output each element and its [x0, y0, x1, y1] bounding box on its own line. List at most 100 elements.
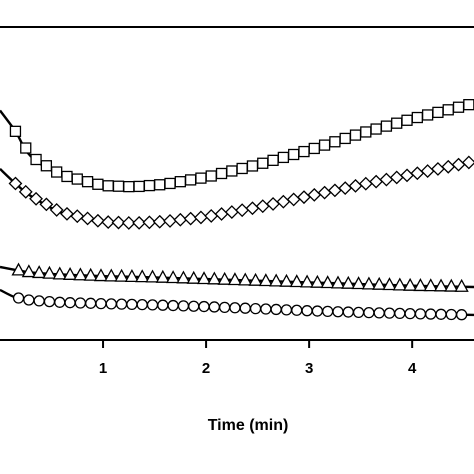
marker-square: [391, 117, 403, 129]
marker-circle: [425, 308, 437, 320]
marker-diamond: [307, 187, 322, 202]
marker-diamond: [389, 170, 404, 185]
marker-circle: [85, 297, 97, 309]
marker-square: [102, 180, 114, 192]
marker-triangle: [423, 278, 438, 292]
marker-triangle: [196, 271, 212, 285]
marker-circle: [95, 297, 107, 310]
marker-triangle: [351, 276, 366, 290]
marker-diamond: [297, 190, 311, 205]
marker-diamond: [29, 191, 43, 206]
marker-triangle: [238, 272, 253, 286]
marker-square: [236, 162, 248, 175]
marker-diamond: [142, 215, 157, 230]
marker-circle: [115, 298, 128, 310]
x-axis-title: Time (min): [208, 417, 289, 434]
marker-triangle: [433, 278, 449, 292]
marker-square: [267, 154, 279, 166]
marker-square: [421, 109, 434, 121]
x-tick-label: 3: [305, 360, 313, 377]
marker-circle: [198, 300, 210, 313]
marker-diamond: [194, 210, 208, 225]
marker-triangle: [42, 265, 57, 279]
marker-triangle: [444, 278, 459, 292]
marker-square: [81, 176, 94, 188]
marker-diamond: [255, 199, 270, 214]
marker-triangle: [186, 270, 201, 284]
marker-triangle: [114, 268, 129, 282]
marker-triangle: [248, 272, 263, 286]
marker-square: [184, 174, 197, 186]
marker-triangle: [155, 269, 170, 283]
x-axis-ticks: 1 2 3 4: [99, 340, 417, 377]
marker-diamond: [369, 174, 384, 189]
marker-circle: [363, 307, 375, 319]
marker-circle: [23, 294, 35, 306]
marker-diamond: [358, 176, 373, 191]
marker-triangle: [403, 277, 418, 291]
marker-triangle: [258, 273, 273, 287]
marker-diamond: [327, 183, 342, 198]
marker-square: [401, 114, 413, 126]
marker-triangle: [361, 276, 376, 290]
marker-circle: [218, 301, 231, 314]
marker-diamond: [400, 168, 414, 183]
marker-square: [432, 106, 444, 119]
marker-triangle: [279, 273, 294, 287]
marker-square: [298, 145, 310, 158]
marker-circle: [332, 306, 344, 318]
marker-square: [318, 139, 331, 151]
marker-diamond: [183, 211, 198, 226]
marker-diamond: [39, 197, 54, 212]
marker-diamond: [121, 216, 136, 230]
marker-square: [9, 125, 22, 137]
marker-circle: [301, 305, 313, 317]
marker-triangle: [52, 266, 67, 280]
marker-square: [71, 173, 83, 185]
marker-diamond: [111, 215, 126, 230]
marker-circle: [445, 308, 457, 321]
marker-diamond: [80, 211, 95, 226]
marker-diamond: [152, 214, 167, 229]
marker-diamond: [18, 184, 33, 199]
marker-circle: [404, 308, 416, 320]
marker-diamond: [224, 205, 239, 220]
marker-square: [411, 111, 423, 124]
marker-diamond: [431, 162, 445, 176]
marker-square: [329, 136, 341, 148]
marker-triangle: [145, 269, 160, 283]
marker-diamond: [286, 192, 301, 207]
marker-triangle: [62, 266, 78, 280]
marker-diamond: [163, 213, 177, 228]
marker-circle: [208, 301, 220, 313]
marker-circle: [188, 300, 200, 312]
marker-triangle: [269, 273, 284, 287]
marker-diamond: [173, 212, 188, 227]
marker-diamond: [245, 201, 260, 216]
marker-square: [215, 167, 228, 180]
marker-diamond: [70, 209, 85, 224]
x-tick-label: 2: [202, 360, 210, 377]
marker-circle: [136, 298, 148, 311]
marker-circle: [291, 304, 303, 316]
marker-circle: [414, 308, 427, 320]
marker-triangle: [124, 268, 139, 282]
marker-circle: [229, 302, 241, 314]
marker-circle: [157, 299, 169, 311]
marker-circle: [455, 309, 468, 321]
marker-circle: [373, 307, 385, 319]
marker-square: [308, 142, 320, 155]
marker-circle: [74, 297, 87, 309]
marker-circle: [239, 302, 251, 314]
marker-circle: [342, 306, 354, 318]
marker-square: [442, 104, 454, 116]
marker-triangle: [166, 270, 181, 284]
marker-diamond: [451, 157, 466, 172]
marker-diamond: [420, 164, 435, 179]
marker-circle: [383, 307, 396, 319]
marker-circle: [33, 295, 45, 307]
marker-triangle: [382, 277, 397, 291]
marker-diamond: [379, 172, 394, 187]
marker-square: [452, 101, 465, 113]
